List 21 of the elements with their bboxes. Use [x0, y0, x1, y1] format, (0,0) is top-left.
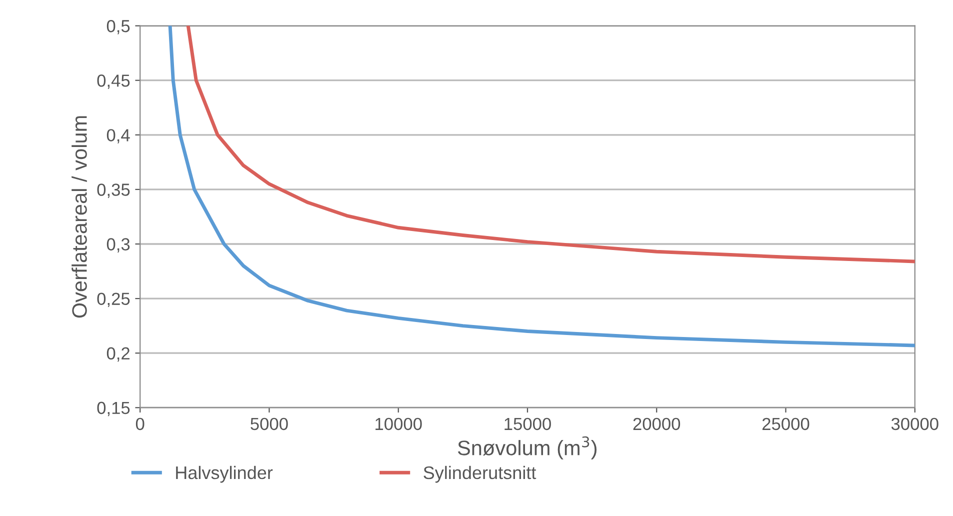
x-tick-label: 20000 [633, 418, 680, 430]
y-axis-title: Overflateareal / volum [72, 116, 87, 318]
y-tick-label: 0,15 [97, 402, 130, 416]
legend-label: Halvsylinder [176, 466, 273, 483]
x-axis-title: Snøvolum (m$^{3}$) [458, 436, 597, 460]
line-series [186, 26, 915, 264]
y-tick-label: 0,25 [97, 292, 130, 308]
legend-label: Sylinderutsnitt [424, 466, 536, 483]
line-series [168, 26, 915, 348]
x-tick-label: 25000 [762, 418, 810, 430]
y-tick-label: 0,5 [106, 20, 130, 34]
y-tick-label: 0,35 [97, 184, 130, 198]
x-tick-label: 5000 [250, 418, 288, 430]
y-tick-label: 0,3 [106, 238, 130, 253]
x-tick-label: 30000 [891, 418, 938, 430]
x-tick-label: 15000 [504, 418, 551, 430]
y-tick-label: 0,45 [97, 74, 130, 89]
y-tick-label: 0,4 [106, 129, 130, 144]
x-tick-label: 0 [136, 418, 144, 430]
x-tick-label: 10000 [376, 418, 422, 430]
y-tick-label: 0,2 [106, 347, 130, 362]
